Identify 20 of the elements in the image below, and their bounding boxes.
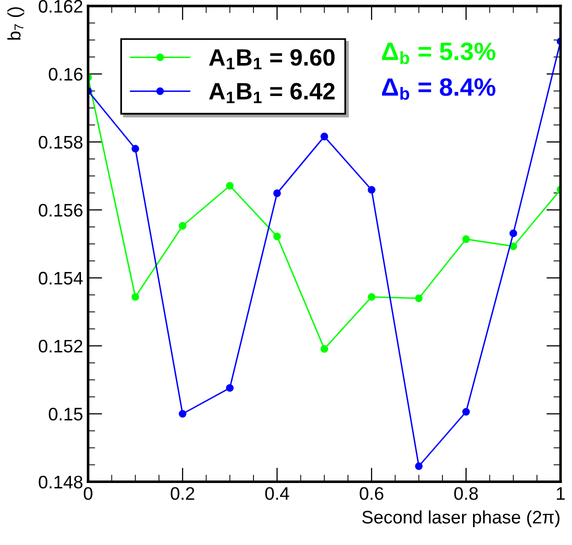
y-tick-label: 0.15 (48, 408, 82, 421)
x-tick-label: 0.6 (360, 487, 384, 500)
y-axis-title: b$_{7}$ () (7, 7, 24, 40)
y-tick-label: 0.156 (38, 204, 82, 217)
legend-label: A$_{1}$B$_{1}$ = 9.60 (209, 49, 335, 70)
y-tick-label: 0.158 (38, 136, 82, 149)
y-tick-label: 0.162 (38, 0, 82, 13)
x-tick-label: 0.2 (170, 487, 194, 500)
y-tick-label: 0.148 (38, 476, 82, 488)
x-tick-label: 0.8 (454, 487, 478, 500)
y-tick-label: 0.16 (48, 68, 82, 81)
y-tick-label: 0.152 (38, 340, 82, 353)
y-tick-label: 0.154 (38, 272, 83, 285)
x-tick-label: 0 (84, 487, 92, 500)
annotation: Δ$_{b}$ = 5.3% (382, 42, 496, 64)
x-axis-title: Second laser phase (2π) (362, 510, 560, 528)
annotation: Δ$_{b}$ = 8.4% (382, 78, 496, 100)
x-tick-label: 0.4 (265, 487, 290, 500)
x-tick-label: 1 (556, 487, 565, 500)
legend-label: A$_{1}$B$_{1}$ = 6.42 (209, 82, 335, 104)
